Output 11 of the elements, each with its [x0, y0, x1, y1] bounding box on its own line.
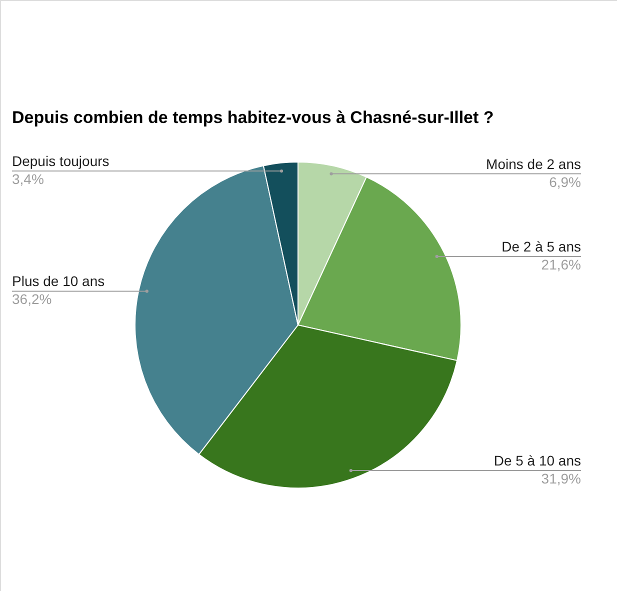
data-label: 36,2%	[12, 291, 52, 308]
slice-label: De 2 à 5 ans	[502, 238, 581, 254]
slice-label: Plus de 10 ans	[12, 273, 105, 290]
data-label: 6,9%	[549, 174, 581, 190]
slice-label: De 5 à 10 ans	[494, 452, 581, 469]
slice-label: Moins de 2 ans	[486, 156, 581, 172]
data-label: 31,9%	[541, 470, 581, 487]
chart-title: Depuis combien de temps habitez-vous à Chasné-sur-Illet ?	[12, 108, 494, 127]
slice-label: Depuis toujours	[12, 153, 110, 170]
data-label: 21,6%	[541, 256, 581, 272]
data-label: 3,4%	[12, 171, 44, 188]
